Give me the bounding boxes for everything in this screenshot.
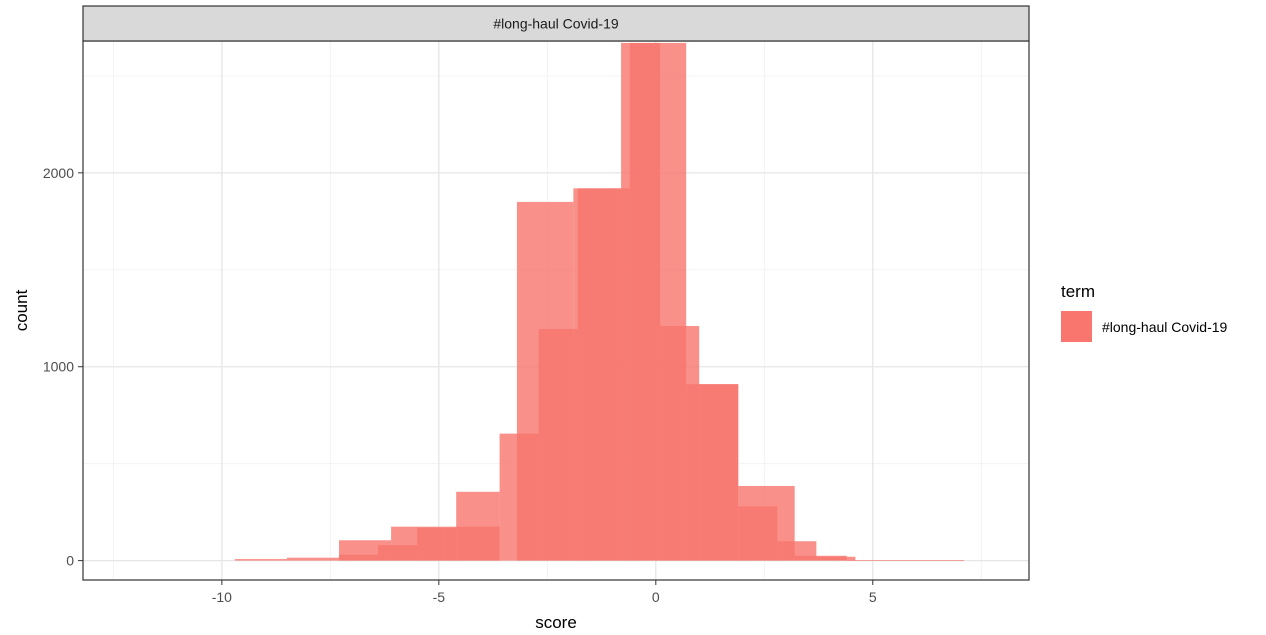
histogram-bar xyxy=(621,42,661,561)
x-tick-label: 5 xyxy=(869,589,877,605)
y-tick-label: 2000 xyxy=(43,165,74,181)
histogram-bar xyxy=(499,433,539,561)
histogram-bar xyxy=(456,491,500,561)
legend-title: term xyxy=(1061,282,1095,301)
x-tick-label: -10 xyxy=(212,589,232,605)
histogram-bars xyxy=(234,42,964,561)
x-axis-title: score xyxy=(535,613,577,632)
histogram-bar xyxy=(417,527,457,561)
legend-entry-label: #long-haul Covid-19 xyxy=(1102,319,1228,335)
x-tick-label: -5 xyxy=(433,589,446,605)
histogram-bar xyxy=(699,384,739,561)
histogram-bar xyxy=(777,541,817,561)
histogram-bar xyxy=(234,559,287,561)
facet-strip-title: #long-haul Covid-19 xyxy=(493,16,619,32)
y-axis-ticks: 0 1000 2000 xyxy=(43,165,83,569)
y-axis-title: count xyxy=(12,289,31,331)
legend: term #long-haul Covid-19 xyxy=(1061,282,1228,342)
x-axis-ticks: -10 -5 0 5 xyxy=(212,580,877,605)
histogram-bar xyxy=(339,554,379,561)
x-tick-label: 0 xyxy=(652,589,660,605)
legend-key-swatch xyxy=(1061,311,1092,342)
histogram-bar xyxy=(738,506,778,561)
y-tick-label: 0 xyxy=(66,553,74,569)
histogram-bar xyxy=(538,328,578,561)
histogram-bar xyxy=(846,560,964,561)
histogram-bar xyxy=(286,557,340,561)
histogram-bar xyxy=(816,556,856,561)
histogram-bar xyxy=(660,326,700,561)
histogram-bar xyxy=(378,545,418,561)
histogram-bar xyxy=(577,188,622,561)
facet-strip xyxy=(82,5,1030,42)
y-tick-label: 1000 xyxy=(43,359,74,375)
